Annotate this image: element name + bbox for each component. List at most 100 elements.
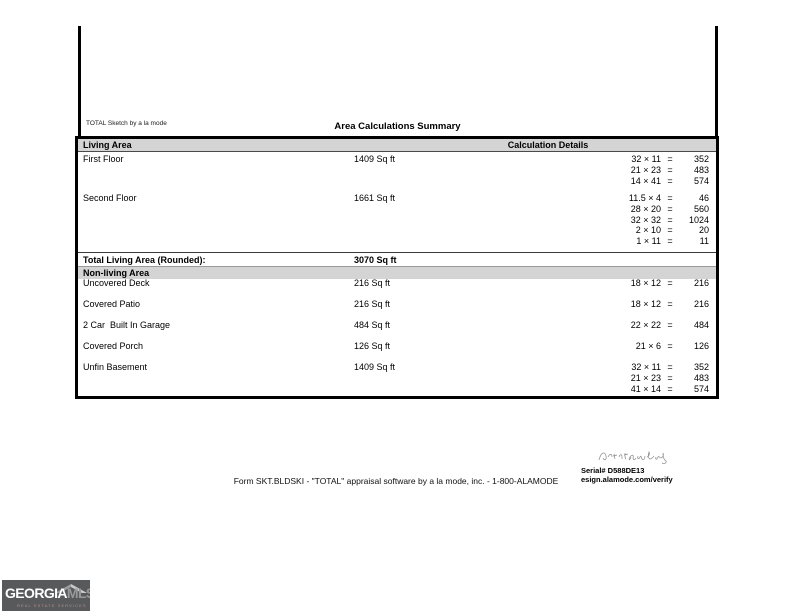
calc-equals: = — [667, 236, 673, 247]
calc-expression: 32 × 11 — [631, 362, 661, 372]
georgia-mls-logo: GEORGIAMLS REAL ESTATE SERVICES — [2, 580, 90, 611]
calc-line: 21 × 23 = 483 — [607, 165, 709, 176]
sketch-app-label: TOTAL Sketch by a la mode — [86, 120, 167, 127]
row-area-value: 216 Sq ft — [354, 278, 391, 288]
calc-expression: 11.5 × 4 — [628, 193, 661, 203]
calc-equals: = — [667, 203, 673, 214]
calc-line: 32 × 11 = 352 — [607, 362, 709, 373]
calc-line: 18 × 12 = 216 — [607, 299, 709, 310]
living-area-header: Living Area — [83, 140, 132, 150]
calc-equals: = — [667, 175, 673, 186]
calc-expression: 22 × 22 — [630, 320, 661, 330]
calc-result: 560 — [693, 203, 709, 214]
row-name: Covered Patio — [83, 299, 141, 309]
calc-equals: = — [667, 362, 673, 372]
calc-expression: 2 × 10 — [635, 225, 661, 236]
calc-expression: 32 × 32 — [630, 214, 661, 225]
calc-line: 22 × 22 = 484 — [607, 320, 709, 331]
total-living-area-label: Total Living Area (Rounded): — [83, 255, 206, 265]
row-area-value: 216 Sq ft — [354, 299, 391, 309]
logo-georgia-text: GEORGIA — [5, 585, 68, 601]
calc-expression: 21 × 23 — [630, 164, 661, 175]
page-title: Area Calculations Summary — [334, 121, 461, 132]
row-area-value: 1409 Sq ft — [354, 154, 396, 164]
calc-equals: = — [667, 383, 673, 394]
logo-tagline: REAL ESTATE SERVICES — [17, 603, 87, 608]
calc-line: 1 × 11 = 11 — [607, 236, 709, 247]
total-separator-line — [78, 252, 716, 253]
row-name: First Floor — [83, 154, 124, 164]
row-name: Second Floor — [83, 193, 137, 203]
calc-expression: 21 × 23 — [630, 372, 661, 383]
calc-expression: 14 × 41 — [630, 175, 661, 186]
calc-equals: = — [667, 164, 673, 175]
calc-equals: = — [667, 320, 673, 330]
calc-line: 14 × 41 = 574 — [607, 176, 709, 187]
serial-number: Serial# D588DE13 — [581, 466, 645, 475]
calc-equals: = — [667, 278, 673, 288]
calc-expression: 18 × 12 — [630, 278, 661, 288]
calc-equals: = — [667, 225, 673, 236]
calc-line: 11.5 × 4 = 46 — [607, 193, 709, 204]
calc-equals: = — [667, 214, 673, 225]
calc-line: 32 × 11 = 352 — [607, 154, 709, 165]
row-calculations: 11.5 × 4 = 46 28 × 20 = 560 32 × 32 = 1024 2 × 10… — [607, 193, 709, 247]
calc-expression: 21 × 6 — [635, 341, 661, 351]
row-name: 2 Car Built In Garage — [83, 320, 171, 330]
calc-expression: 41 × 14 — [630, 383, 661, 394]
logo-wordmark: GEORGIAMLS — [5, 585, 90, 601]
row-calculations: 21 × 6 = 126 — [607, 341, 709, 352]
calc-expression: 32 × 11 — [631, 154, 661, 164]
calc-result: 574 — [693, 175, 709, 186]
calc-line: 32 × 32 = 1024 — [607, 215, 709, 226]
calc-expression: 1 × 11 — [636, 236, 661, 247]
calc-result: 216 — [693, 278, 709, 288]
calc-line: 41 × 14 = 574 — [607, 384, 709, 395]
calc-line: 28 × 20 = 560 — [607, 204, 709, 215]
nonliving-area-header-band: Non-living Area — [78, 266, 716, 279]
calc-line: 21 × 6 = 126 — [607, 341, 709, 352]
row-calculations: 32 × 11 = 352 21 × 23 = 483 41 × 14 = 574 — [607, 362, 709, 394]
row-calculations: 18 × 12 = 216 — [607, 299, 709, 310]
calculation-details-header: Calculation Details — [507, 140, 589, 150]
nonliving-area-header: Non-living Area — [83, 268, 150, 278]
row-calculations: 32 × 11 = 352 21 × 23 = 483 14 × 41 = 574 — [607, 154, 709, 186]
calc-result: 11 — [699, 236, 709, 247]
house-roof-icon — [55, 580, 87, 598]
row-area-value: 484 Sq ft — [354, 320, 391, 330]
calc-line: 21 × 23 = 483 — [607, 373, 709, 384]
calc-result: 574 — [693, 383, 709, 394]
total-living-area-value: 3070 Sq ft — [354, 255, 397, 265]
calc-equals: = — [667, 372, 673, 383]
calc-result: 352 — [693, 154, 709, 164]
row-calculations: 22 × 22 = 484 — [607, 320, 709, 331]
calc-line: 2 × 10 = 20 — [607, 225, 709, 236]
sketch-page-left-edge — [78, 26, 81, 136]
calc-result: 216 — [693, 299, 709, 309]
row-name: Unfin Basement — [83, 362, 148, 372]
form-footer-line: Form SKT.BLDSKI - "TOTAL" appraisal soft… — [233, 476, 559, 486]
calc-expression: 28 × 20 — [630, 203, 661, 214]
calc-expression: 18 × 12 — [630, 299, 661, 309]
calc-line: 18 × 12 = 216 — [607, 278, 709, 289]
logo-mls-text: MLS — [66, 585, 90, 601]
esign-verify-url: esign.alamode.com/verify — [581, 475, 673, 484]
calc-result: 20 — [698, 225, 709, 236]
row-name: Covered Porch — [83, 341, 144, 351]
area-calculations-table: Living Area Calculation Details First Fl… — [75, 136, 719, 399]
row-area-value: 126 Sq ft — [354, 341, 391, 351]
calc-equals: = — [667, 341, 673, 351]
calc-equals: = — [667, 193, 673, 203]
calc-result: 352 — [693, 362, 709, 372]
calc-result: 483 — [693, 164, 709, 175]
calc-equals: = — [667, 299, 673, 309]
calc-result: 484 — [693, 320, 709, 330]
row-name: Uncovered Deck — [83, 278, 150, 288]
calc-result: 483 — [693, 372, 709, 383]
calc-result: 46 — [698, 193, 709, 203]
calc-result: 1024 — [688, 214, 709, 225]
sketch-page-right-edge — [715, 26, 718, 136]
signature-scribble — [598, 451, 667, 464]
living-area-header-band: Living Area Calculation Details — [78, 139, 716, 152]
